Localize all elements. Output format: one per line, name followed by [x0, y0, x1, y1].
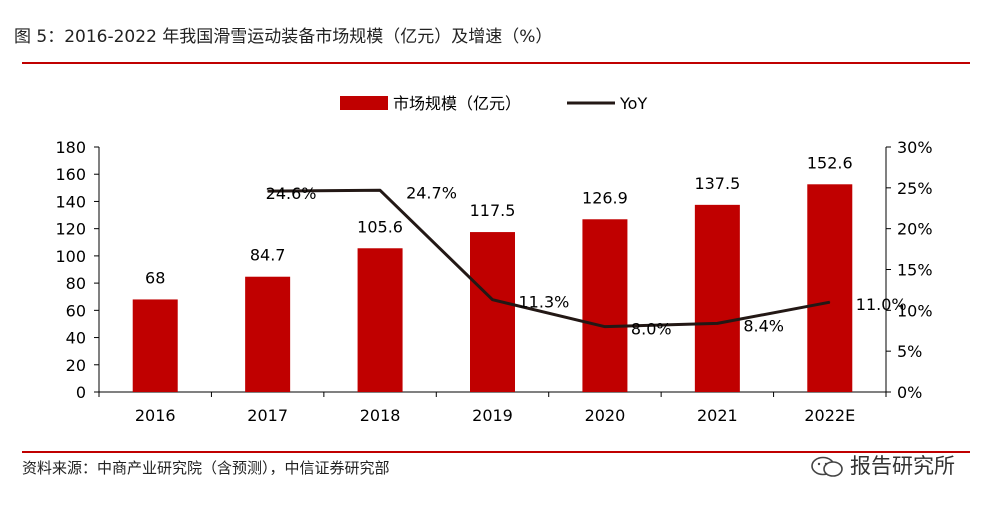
- y-tick-label-right: 0%: [897, 383, 922, 402]
- bar-value-label: 152.6: [807, 153, 853, 172]
- wechat-logo-icon: [811, 456, 843, 477]
- legend-label-bar: 市场规模（亿元）: [393, 94, 521, 113]
- yoy-line: [267, 188, 831, 329]
- yoy-value-label: 8.4%: [743, 316, 784, 335]
- x-tick-label: 2019: [472, 406, 513, 425]
- y-tick-label-left: 120: [55, 220, 86, 239]
- y-tick-label-right: 30%: [897, 138, 933, 157]
- watermark-text: 报告研究所: [850, 454, 955, 478]
- source-rule: [22, 451, 970, 453]
- yoy-value-label: 11.0%: [856, 295, 907, 314]
- bar-market-size: [470, 232, 515, 392]
- yoy-point: [604, 326, 606, 328]
- yoy-point: [716, 322, 718, 324]
- bar-value-label: 117.5: [470, 201, 516, 220]
- y-tick-label-left: 140: [55, 192, 86, 211]
- bar-market-size: [694, 204, 740, 392]
- chart-area: 市场规模（亿元） YoY 0 20 40 60 80 100 120 140 160 180 0% 5% 1…: [55, 94, 933, 425]
- bar-market-size: [582, 219, 628, 392]
- source-note: 资料来源：中商产业研究院（含预测），中信证券研究部: [22, 459, 390, 477]
- x-tick-label: 2017: [247, 406, 288, 425]
- bar-value-label: 105.6: [357, 217, 403, 236]
- figure-title: 图 5：2016-2022 年我国滑雪运动装备市场规模（亿元）及增速（%）: [14, 27, 553, 47]
- y-tick-label-left: 80: [66, 274, 86, 293]
- y-tick-label-left: 60: [66, 301, 86, 320]
- yoy-point: [829, 301, 831, 303]
- y-tick-label-right: 5%: [897, 342, 922, 361]
- yoy-value-label: 11.3%: [519, 293, 570, 312]
- y-tick-label-left: 0: [76, 383, 86, 402]
- x-tick-label: 2021: [697, 406, 738, 425]
- bar-market-size: [807, 184, 853, 392]
- yoy-value-label: 24.7%: [406, 183, 457, 202]
- bar-value-label: 137.5: [694, 174, 740, 193]
- y-tick-label-left: 40: [66, 329, 86, 348]
- y-tick-label-left: 100: [55, 247, 86, 266]
- x-tick-label: 2016: [135, 406, 176, 425]
- bar-market-size: [357, 248, 403, 392]
- x-tick-label: 2020: [585, 406, 626, 425]
- y-tick-label-right: 25%: [897, 179, 933, 198]
- y-tick-label-left: 160: [55, 165, 86, 184]
- yoy-point: [492, 299, 493, 301]
- yoy-value-label: 24.6%: [266, 184, 317, 203]
- yoy-point: [267, 190, 269, 192]
- legend-swatch-bar: [340, 96, 388, 110]
- x-tick-label: 2022E: [804, 406, 855, 425]
- watermark: 报告研究所: [810, 450, 955, 480]
- yoy-point: [379, 189, 381, 191]
- y-tick-label-left: 180: [55, 138, 86, 157]
- bar-market-size: [132, 299, 178, 392]
- y-tick-label-left: 20: [66, 356, 86, 375]
- bar-value-label: 68: [145, 268, 165, 287]
- bar-value-label: 126.9: [582, 188, 628, 207]
- x-tick-label: 2018: [360, 406, 401, 425]
- title-rule: [22, 62, 970, 64]
- yoy-value-label: 8.0%: [631, 320, 672, 339]
- legend-label-line: YoY: [619, 94, 647, 113]
- bar-value-label: 84.7: [250, 246, 286, 265]
- bar-market-size: [245, 276, 291, 392]
- y-tick-label-right: 15%: [897, 261, 933, 280]
- y-tick-label-right: 20%: [897, 220, 933, 239]
- y-tick-label-right: 10%: [897, 301, 933, 320]
